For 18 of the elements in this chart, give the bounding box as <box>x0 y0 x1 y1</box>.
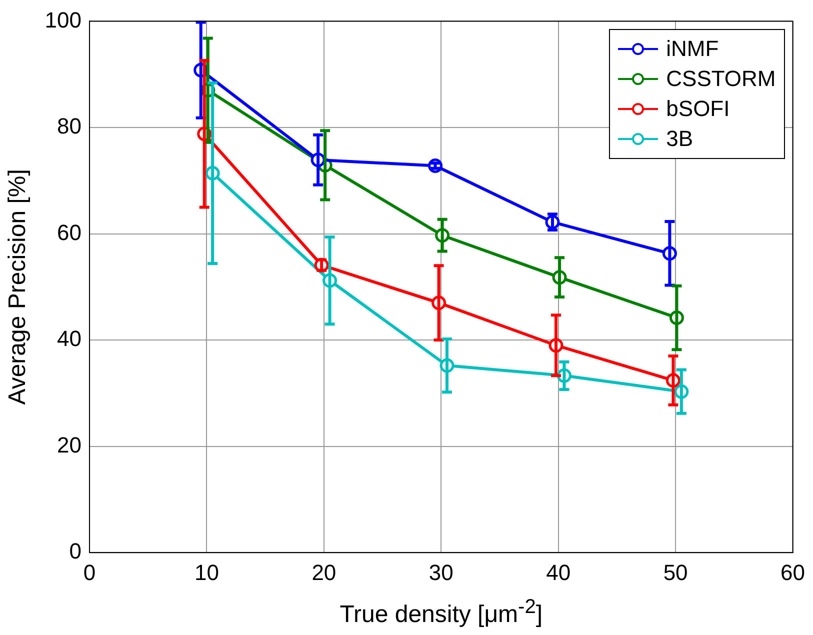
x-tick-label: 60 <box>780 560 806 585</box>
legend-label: CSSTORM <box>666 66 776 92</box>
legend-label: bSOFI <box>666 96 730 122</box>
legend-label: iNMF <box>666 36 719 62</box>
y-tick-label: 40 <box>57 326 82 352</box>
x-tick-label: 30 <box>428 560 454 585</box>
y-tick-label: 0 <box>69 538 82 564</box>
y-tick-label: 100 <box>44 7 82 32</box>
x-tick-label: 40 <box>546 560 571 585</box>
y-tick-label: 80 <box>57 114 82 139</box>
legend-label: 3B <box>666 126 694 152</box>
y-axis-title: Average Precision [%] <box>4 169 32 405</box>
x-tick-label: 50 <box>663 560 688 585</box>
x-axis-title: True density [μm$^{-2}$] <box>338 596 544 629</box>
y-tick-label: 60 <box>57 220 82 245</box>
x-tick-label: 10 <box>194 560 219 585</box>
x-tick-label: 20 <box>312 560 336 585</box>
y-tick-label: 20 <box>57 432 82 458</box>
